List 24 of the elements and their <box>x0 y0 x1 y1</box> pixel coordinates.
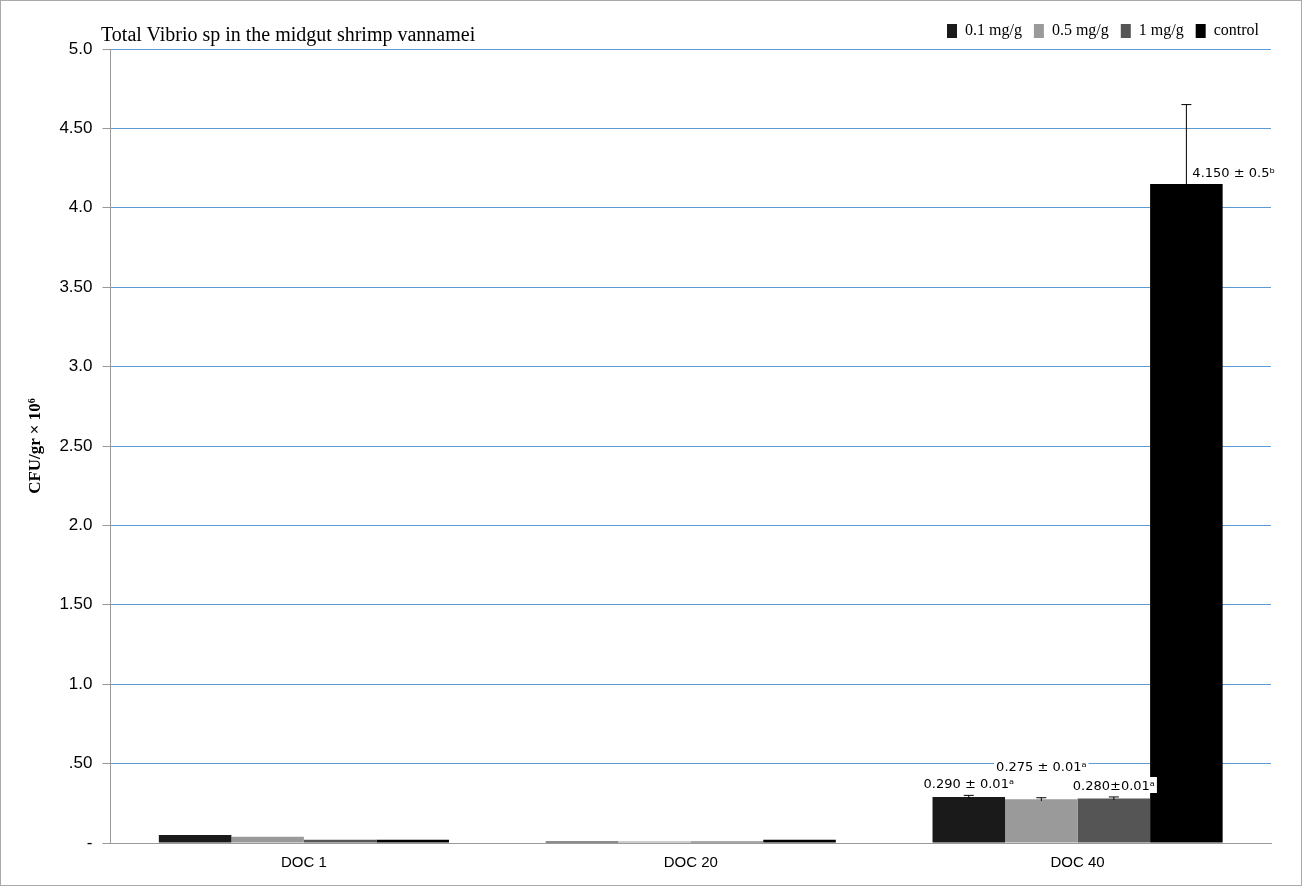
legend-label: 1 mg/g <box>1138 21 1184 40</box>
x-tick-label: DOC 40 <box>1050 853 1105 871</box>
legend-label: 0.5 mg/g <box>1051 21 1109 40</box>
y-tick-label: - <box>86 832 93 852</box>
data-label: 0.275 ± 0.01ᵃ <box>996 758 1087 774</box>
y-axis-title: CFU/gr × 10⁶ <box>24 398 44 494</box>
y-tick-label: 3.50 <box>59 276 93 296</box>
x-tick-label: DOC 20 <box>663 853 718 871</box>
chart-title: Total Vibrio sp in the midgut shrimp vannamei <box>101 23 476 46</box>
y-tick-label: 1.0 <box>68 673 93 693</box>
y-tick-label: 2.0 <box>68 515 93 535</box>
y-tick-label: 2.50 <box>59 435 93 455</box>
y-tick-label: 1.50 <box>59 594 93 614</box>
x-tick-label: DOC 1 <box>280 853 327 871</box>
legend-label: 0.1 mg/g <box>965 21 1022 40</box>
y-tick-label: 3.0 <box>68 356 93 376</box>
y-tick-label: 5.0 <box>68 38 93 58</box>
data-label: 0.290 ± 0.01ᵃ <box>923 776 1014 792</box>
y-tick-label: 4.0 <box>68 197 93 217</box>
y-tick-label: .50 <box>68 753 93 773</box>
data-label: 0.280±0.01ᵃ <box>1072 777 1155 793</box>
y-tick-label: 4.50 <box>59 118 93 138</box>
legend-label: control <box>1213 21 1260 39</box>
data-label: 4.150 ± 0.5ᵇ <box>1192 164 1275 180</box>
